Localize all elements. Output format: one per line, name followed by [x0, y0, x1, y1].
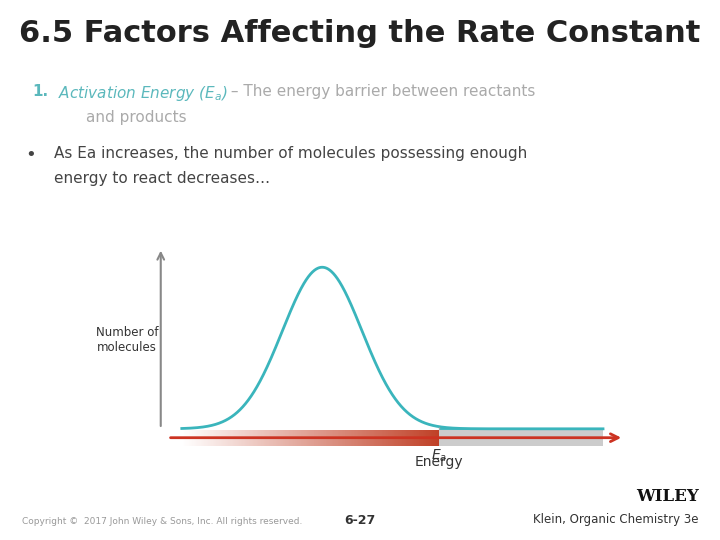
Text: 6-27: 6-27	[344, 514, 376, 526]
Text: 1.: 1.	[32, 84, 48, 99]
Text: Energy: Energy	[415, 455, 464, 469]
Text: energy to react decreases…: energy to react decreases…	[54, 171, 270, 186]
Text: Klein, Organic Chemistry 3e: Klein, Organic Chemistry 3e	[533, 514, 698, 526]
Text: $E_a$: $E_a$	[431, 448, 447, 464]
Text: Activation Energy ($E_a$): Activation Energy ($E_a$)	[58, 84, 228, 103]
Text: Number of
molecules: Number of molecules	[96, 326, 158, 354]
Text: – The energy barrier between reactants: – The energy barrier between reactants	[226, 84, 536, 99]
Text: 6.5 Factors Affecting the Rate Constant: 6.5 Factors Affecting the Rate Constant	[19, 19, 701, 48]
Text: and products: and products	[86, 110, 187, 125]
Text: •: •	[25, 146, 36, 164]
Text: WILEY: WILEY	[636, 488, 698, 505]
Text: As Ea increases, the number of molecules possessing enough: As Ea increases, the number of molecules…	[54, 146, 527, 161]
Text: Copyright ©  2017 John Wiley & Sons, Inc. All rights reserved.: Copyright © 2017 John Wiley & Sons, Inc.…	[22, 517, 302, 526]
